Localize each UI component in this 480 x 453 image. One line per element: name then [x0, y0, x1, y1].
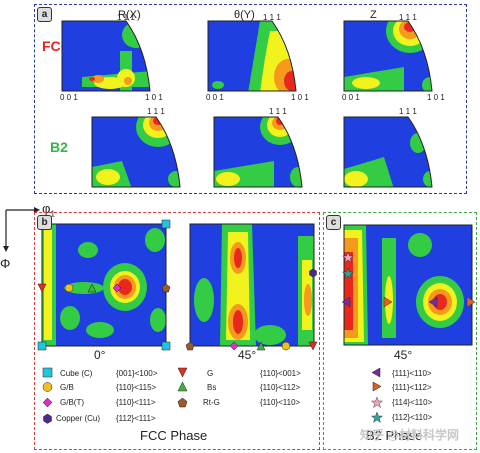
- legend-gb-symbol: [42, 382, 53, 392]
- legend-rtg-symbol: [177, 397, 188, 408]
- legend-gbt-index: {110}<111>: [116, 398, 156, 407]
- legend-cube-name: Cube (C): [60, 369, 93, 378]
- phi1-axis-label: φ1: [42, 201, 55, 219]
- legend-copper-index: {112}<111>: [116, 414, 156, 423]
- odf-map-fcc-45: [189, 223, 315, 347]
- legend-cube-index: {001}<100>: [116, 369, 158, 378]
- marker-111-112: [466, 296, 476, 308]
- marker-bs: [256, 341, 266, 351]
- marker-copper: [309, 268, 317, 278]
- row-label-b2: B2: [50, 139, 68, 155]
- legend-gb-name: G/B: [60, 383, 74, 392]
- fcc-phase-label: FCC Phase: [140, 428, 208, 443]
- ipf-b2-theta-y: [213, 116, 303, 188]
- corner-111: 1 1 1: [399, 107, 417, 116]
- odf-map-fcc-0: [41, 223, 167, 347]
- marker-star-114: [341, 251, 355, 264]
- corner-111: 1 1 1: [263, 13, 281, 22]
- marker-gb: [281, 341, 291, 351]
- corner-111: 1 1 1: [117, 13, 135, 22]
- ipf-fcc-theta-y: [207, 20, 297, 92]
- watermark: 知乎 @材料科学网: [360, 428, 460, 442]
- legend-gbt-name: G/B(T): [60, 398, 84, 407]
- legend-111-112-symbol: [372, 381, 382, 392]
- legend-fcc-symbols: [42, 367, 188, 424]
- marker-star-112: [341, 267, 355, 280]
- marker-g: [308, 341, 318, 351]
- marker-cube: [161, 219, 171, 229]
- column-header-theta-y: θ(Y): [234, 9, 255, 21]
- legend-g-name: G: [207, 369, 214, 378]
- marker-bs: [87, 283, 97, 293]
- panel-a-frame: [34, 4, 467, 194]
- legend-bs-name: Bs: [207, 383, 217, 392]
- legend-bs-index: {110}<112>: [260, 383, 301, 392]
- fcc-45-markers: [185, 268, 318, 351]
- legend-copper-name: Copper (Cu): [56, 414, 101, 423]
- panel-b-frame: [34, 212, 320, 450]
- marker-111-110: [428, 296, 438, 308]
- legend-rtg-index: {110}<110>: [260, 398, 301, 407]
- corner-111: 1 1 1: [269, 107, 287, 116]
- panel-c-tag: c: [326, 215, 341, 230]
- marker-gbt: [229, 341, 239, 351]
- big-phi-axis-label: Φ: [0, 256, 11, 271]
- legend-112-110-index: {112}<110>: [392, 413, 433, 422]
- corner-111: 1 1 1: [399, 13, 417, 22]
- marker-rtg: [161, 283, 171, 293]
- legend-copper-symbol: [43, 413, 52, 424]
- ipf-fcc-z: [343, 20, 433, 92]
- panel-b-tag: b: [37, 215, 52, 230]
- marker-cube: [37, 341, 47, 351]
- marker-111-112: [383, 296, 393, 308]
- b2-phase-label: B2 Phase: [366, 428, 423, 443]
- ipf-b2-z: [343, 116, 433, 188]
- column-header-z: Z: [370, 9, 377, 21]
- corner-001: 0 0 1: [206, 93, 224, 102]
- corner-111: 1 1 1: [147, 107, 165, 116]
- legend-114-110-index: {114}<110>: [392, 398, 433, 407]
- legend-g-index: {110}<001>: [260, 369, 301, 378]
- legend-gb-index: {110}<115>: [116, 383, 157, 392]
- legend-rtg-name: Rt-G: [203, 398, 220, 407]
- angle-label-45: 45°: [238, 348, 257, 362]
- axes-arrows: [3, 207, 40, 252]
- legend-112-110-symbol: [370, 411, 384, 424]
- legend-114-110-symbol: [370, 396, 384, 409]
- legend-bs-symbol: [177, 381, 188, 392]
- legend-111-110-symbol: [371, 367, 381, 378]
- marker-rtg: [185, 341, 195, 351]
- angle-label-0: 0°: [94, 348, 106, 362]
- legend-g-symbol: [177, 367, 188, 378]
- legend-111-112-index: {111}<112>: [392, 383, 432, 392]
- corner-001: 0 0 1: [342, 93, 360, 102]
- b2-markers: [341, 251, 476, 308]
- marker-gbt: [112, 283, 122, 293]
- marker-g: [37, 283, 47, 293]
- legend-111-110-index: {111}<110>: [392, 369, 432, 378]
- ipf-b2-rx: [91, 116, 181, 188]
- angle-label-b2-45: 45°: [394, 348, 413, 362]
- column-header-rx: R(X): [118, 9, 141, 21]
- legend-gbt-symbol: [42, 397, 53, 408]
- panel-a-tag: a: [37, 7, 52, 22]
- marker-cube: [161, 341, 171, 351]
- marker-111-110: [341, 296, 351, 308]
- corner-101: 1 0 1: [427, 93, 445, 102]
- corner-101: 1 0 1: [291, 93, 309, 102]
- corner-001: 0 0 1: [60, 93, 78, 102]
- legend-cube-symbol: [42, 367, 53, 378]
- marker-gb: [64, 283, 74, 293]
- corner-101: 1 0 1: [145, 93, 163, 102]
- legend-b2-symbols: [370, 367, 384, 424]
- panel-c-frame: [323, 212, 477, 450]
- ipf-fcc-rx: [61, 20, 151, 92]
